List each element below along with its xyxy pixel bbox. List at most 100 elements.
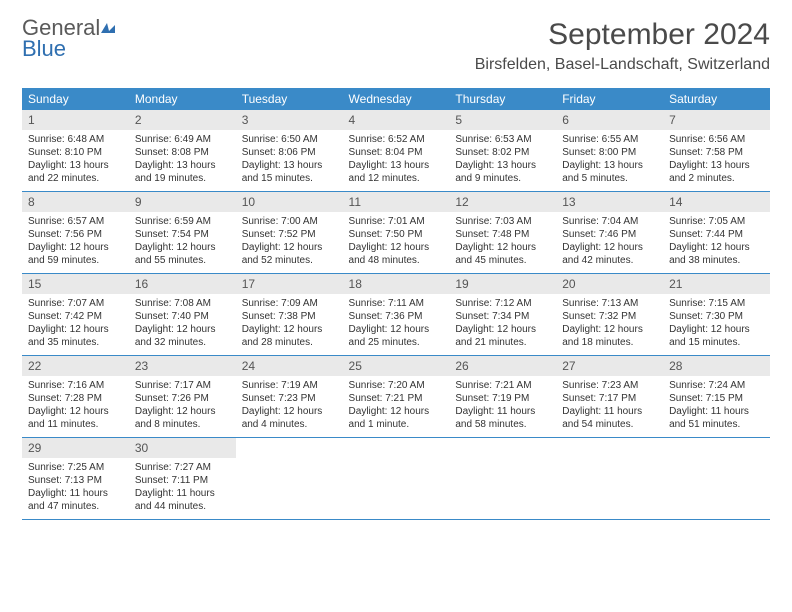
calendar-cell-empty (343, 438, 450, 520)
day-data: Sunrise: 7:17 AMSunset: 7:26 PMDaylight:… (129, 376, 236, 431)
day-data: Sunrise: 7:11 AMSunset: 7:36 PMDaylight:… (343, 294, 450, 349)
weekday-header: Monday (129, 88, 236, 110)
calendar-cell: 1Sunrise: 6:48 AMSunset: 8:10 PMDaylight… (22, 110, 129, 192)
day-data: Sunrise: 6:55 AMSunset: 8:00 PMDaylight:… (556, 130, 663, 185)
calendar-cell-empty (449, 438, 556, 520)
day-data: Sunrise: 7:15 AMSunset: 7:30 PMDaylight:… (663, 294, 770, 349)
day-number: 17 (236, 274, 343, 294)
calendar-cell: 8Sunrise: 6:57 AMSunset: 7:56 PMDaylight… (22, 192, 129, 274)
day-data: Sunrise: 6:53 AMSunset: 8:02 PMDaylight:… (449, 130, 556, 185)
day-number: 25 (343, 356, 450, 376)
calendar-cell: 17Sunrise: 7:09 AMSunset: 7:38 PMDayligh… (236, 274, 343, 356)
day-number: 22 (22, 356, 129, 376)
day-number: 6 (556, 110, 663, 130)
day-number: 13 (556, 192, 663, 212)
day-number: 12 (449, 192, 556, 212)
calendar-cell: 24Sunrise: 7:19 AMSunset: 7:23 PMDayligh… (236, 356, 343, 438)
calendar-cell: 10Sunrise: 7:00 AMSunset: 7:52 PMDayligh… (236, 192, 343, 274)
day-data: Sunrise: 6:48 AMSunset: 8:10 PMDaylight:… (22, 130, 129, 185)
day-data: Sunrise: 6:59 AMSunset: 7:54 PMDaylight:… (129, 212, 236, 267)
day-data: Sunrise: 7:25 AMSunset: 7:13 PMDaylight:… (22, 458, 129, 513)
calendar-cell-empty (556, 438, 663, 520)
day-number: 10 (236, 192, 343, 212)
day-number: 21 (663, 274, 770, 294)
location: Birsfelden, Basel-Landschaft, Switzerlan… (475, 56, 770, 74)
day-data: Sunrise: 7:23 AMSunset: 7:17 PMDaylight:… (556, 376, 663, 431)
day-number: 14 (663, 192, 770, 212)
day-data: Sunrise: 6:56 AMSunset: 7:58 PMDaylight:… (663, 130, 770, 185)
day-number: 20 (556, 274, 663, 294)
calendar-cell: 21Sunrise: 7:15 AMSunset: 7:30 PMDayligh… (663, 274, 770, 356)
calendar-table: SundayMondayTuesdayWednesdayThursdayFrid… (22, 88, 770, 520)
day-number: 29 (22, 438, 129, 458)
day-number: 4 (343, 110, 450, 130)
day-number: 19 (449, 274, 556, 294)
day-data: Sunrise: 7:12 AMSunset: 7:34 PMDaylight:… (449, 294, 556, 349)
calendar-cell-empty (236, 438, 343, 520)
month-title: September 2024 (475, 18, 770, 52)
calendar-cell: 18Sunrise: 7:11 AMSunset: 7:36 PMDayligh… (343, 274, 450, 356)
day-data: Sunrise: 6:57 AMSunset: 7:56 PMDaylight:… (22, 212, 129, 267)
day-data: Sunrise: 7:19 AMSunset: 7:23 PMDaylight:… (236, 376, 343, 431)
day-data: Sunrise: 7:07 AMSunset: 7:42 PMDaylight:… (22, 294, 129, 349)
day-number: 9 (129, 192, 236, 212)
weekday-header: Sunday (22, 88, 129, 110)
calendar-header-row: SundayMondayTuesdayWednesdayThursdayFrid… (22, 88, 770, 110)
day-data: Sunrise: 7:01 AMSunset: 7:50 PMDaylight:… (343, 212, 450, 267)
calendar-cell: 3Sunrise: 6:50 AMSunset: 8:06 PMDaylight… (236, 110, 343, 192)
calendar-cell: 22Sunrise: 7:16 AMSunset: 7:28 PMDayligh… (22, 356, 129, 438)
calendar-body: 1Sunrise: 6:48 AMSunset: 8:10 PMDaylight… (22, 110, 770, 520)
day-number: 23 (129, 356, 236, 376)
day-number: 7 (663, 110, 770, 130)
calendar-cell: 25Sunrise: 7:20 AMSunset: 7:21 PMDayligh… (343, 356, 450, 438)
calendar-cell: 2Sunrise: 6:49 AMSunset: 8:08 PMDaylight… (129, 110, 236, 192)
calendar-cell: 12Sunrise: 7:03 AMSunset: 7:48 PMDayligh… (449, 192, 556, 274)
day-data: Sunrise: 7:08 AMSunset: 7:40 PMDaylight:… (129, 294, 236, 349)
day-number: 11 (343, 192, 450, 212)
calendar-cell: 11Sunrise: 7:01 AMSunset: 7:50 PMDayligh… (343, 192, 450, 274)
day-data: Sunrise: 6:52 AMSunset: 8:04 PMDaylight:… (343, 130, 450, 185)
day-number: 30 (129, 438, 236, 458)
day-data: Sunrise: 7:00 AMSunset: 7:52 PMDaylight:… (236, 212, 343, 267)
day-data: Sunrise: 7:03 AMSunset: 7:48 PMDaylight:… (449, 212, 556, 267)
day-data: Sunrise: 7:16 AMSunset: 7:28 PMDaylight:… (22, 376, 129, 431)
logo-flag-icon (101, 15, 119, 40)
day-data: Sunrise: 7:20 AMSunset: 7:21 PMDaylight:… (343, 376, 450, 431)
weekday-header: Tuesday (236, 88, 343, 110)
day-number: 28 (663, 356, 770, 376)
day-number: 24 (236, 356, 343, 376)
calendar-cell: 29Sunrise: 7:25 AMSunset: 7:13 PMDayligh… (22, 438, 129, 520)
logo-text-blue: Blue (22, 39, 119, 60)
calendar-cell: 30Sunrise: 7:27 AMSunset: 7:11 PMDayligh… (129, 438, 236, 520)
calendar-cell: 28Sunrise: 7:24 AMSunset: 7:15 PMDayligh… (663, 356, 770, 438)
day-number: 3 (236, 110, 343, 130)
day-number: 2 (129, 110, 236, 130)
weekday-header: Wednesday (343, 88, 450, 110)
calendar-cell: 14Sunrise: 7:05 AMSunset: 7:44 PMDayligh… (663, 192, 770, 274)
day-data: Sunrise: 7:05 AMSunset: 7:44 PMDaylight:… (663, 212, 770, 267)
day-number: 1 (22, 110, 129, 130)
calendar-cell: 9Sunrise: 6:59 AMSunset: 7:54 PMDaylight… (129, 192, 236, 274)
day-number: 18 (343, 274, 450, 294)
calendar-cell: 4Sunrise: 6:52 AMSunset: 8:04 PMDaylight… (343, 110, 450, 192)
calendar-cell: 16Sunrise: 7:08 AMSunset: 7:40 PMDayligh… (129, 274, 236, 356)
day-data: Sunrise: 7:27 AMSunset: 7:11 PMDaylight:… (129, 458, 236, 513)
day-data: Sunrise: 6:50 AMSunset: 8:06 PMDaylight:… (236, 130, 343, 185)
weekday-header: Friday (556, 88, 663, 110)
day-number: 5 (449, 110, 556, 130)
day-number: 15 (22, 274, 129, 294)
logo: General Blue (22, 18, 119, 60)
day-data: Sunrise: 6:49 AMSunset: 8:08 PMDaylight:… (129, 130, 236, 185)
calendar-cell: 27Sunrise: 7:23 AMSunset: 7:17 PMDayligh… (556, 356, 663, 438)
weekday-header: Thursday (449, 88, 556, 110)
day-data: Sunrise: 7:04 AMSunset: 7:46 PMDaylight:… (556, 212, 663, 267)
header: General Blue September 2024 Birsfelden, … (22, 18, 770, 74)
calendar-cell: 13Sunrise: 7:04 AMSunset: 7:46 PMDayligh… (556, 192, 663, 274)
calendar-cell: 7Sunrise: 6:56 AMSunset: 7:58 PMDaylight… (663, 110, 770, 192)
day-data: Sunrise: 7:24 AMSunset: 7:15 PMDaylight:… (663, 376, 770, 431)
day-data: Sunrise: 7:09 AMSunset: 7:38 PMDaylight:… (236, 294, 343, 349)
calendar-cell: 6Sunrise: 6:55 AMSunset: 8:00 PMDaylight… (556, 110, 663, 192)
calendar-cell: 15Sunrise: 7:07 AMSunset: 7:42 PMDayligh… (22, 274, 129, 356)
day-data: Sunrise: 7:21 AMSunset: 7:19 PMDaylight:… (449, 376, 556, 431)
calendar-cell: 23Sunrise: 7:17 AMSunset: 7:26 PMDayligh… (129, 356, 236, 438)
